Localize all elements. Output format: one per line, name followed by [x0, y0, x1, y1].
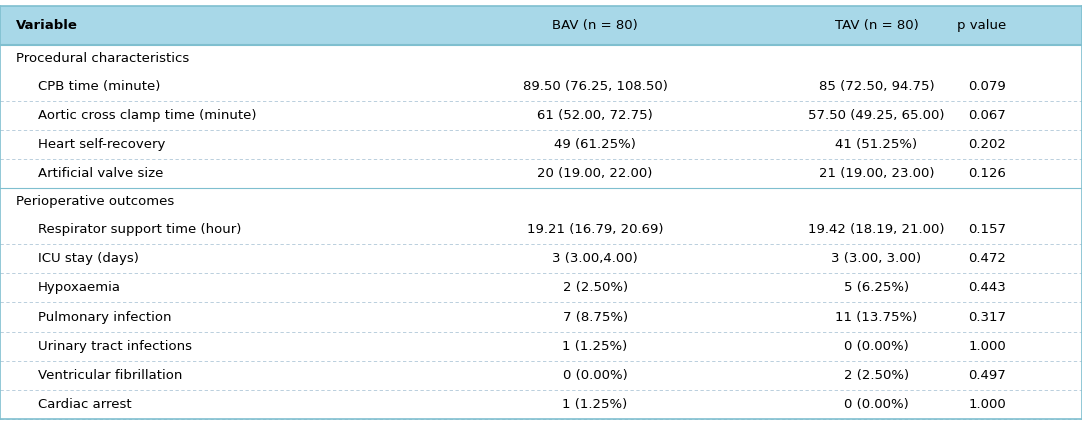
Text: Urinary tract infections: Urinary tract infections	[38, 340, 192, 353]
Text: Ventricular fibrillation: Ventricular fibrillation	[38, 369, 182, 382]
FancyBboxPatch shape	[0, 244, 1082, 273]
Text: Artificial valve size: Artificial valve size	[38, 167, 163, 180]
FancyBboxPatch shape	[0, 130, 1082, 159]
Text: Procedural characteristics: Procedural characteristics	[16, 52, 189, 65]
Text: ICU stay (days): ICU stay (days)	[38, 252, 138, 265]
FancyBboxPatch shape	[0, 188, 1082, 215]
FancyBboxPatch shape	[0, 159, 1082, 188]
Text: 0.067: 0.067	[968, 109, 1006, 122]
Text: 1.000: 1.000	[968, 398, 1006, 411]
Text: 3 (3.00, 3.00): 3 (3.00, 3.00)	[831, 252, 922, 265]
Text: Cardiac arrest: Cardiac arrest	[38, 398, 132, 411]
FancyBboxPatch shape	[0, 332, 1082, 361]
FancyBboxPatch shape	[0, 390, 1082, 419]
Text: BAV (n = 80): BAV (n = 80)	[552, 19, 638, 32]
Text: 0 (0.00%): 0 (0.00%)	[563, 369, 628, 382]
Text: 21 (19.00, 23.00): 21 (19.00, 23.00)	[819, 167, 934, 180]
Text: 0.126: 0.126	[968, 167, 1006, 180]
Text: 11 (13.75%): 11 (13.75%)	[835, 311, 918, 323]
FancyBboxPatch shape	[0, 302, 1082, 332]
FancyBboxPatch shape	[0, 215, 1082, 244]
Text: 0.443: 0.443	[968, 281, 1006, 294]
Text: 19.42 (18.19, 21.00): 19.42 (18.19, 21.00)	[808, 223, 945, 236]
FancyBboxPatch shape	[0, 6, 1082, 45]
Text: 0.472: 0.472	[968, 252, 1006, 265]
Text: Pulmonary infection: Pulmonary infection	[38, 311, 171, 323]
Text: 0.202: 0.202	[968, 138, 1006, 151]
Text: 2 (2.50%): 2 (2.50%)	[844, 369, 909, 382]
Text: 20 (19.00, 22.00): 20 (19.00, 22.00)	[538, 167, 652, 180]
Text: p value: p value	[956, 19, 1006, 32]
Text: 0.317: 0.317	[968, 311, 1006, 323]
Text: 89.50 (76.25, 108.50): 89.50 (76.25, 108.50)	[523, 80, 668, 93]
Text: 1 (1.25%): 1 (1.25%)	[563, 340, 628, 353]
Text: 85 (72.50, 94.75): 85 (72.50, 94.75)	[819, 80, 934, 93]
Text: Perioperative outcomes: Perioperative outcomes	[16, 195, 174, 208]
FancyBboxPatch shape	[0, 273, 1082, 302]
Text: 19.21 (16.79, 20.69): 19.21 (16.79, 20.69)	[527, 223, 663, 236]
Text: Aortic cross clamp time (minute): Aortic cross clamp time (minute)	[38, 109, 256, 122]
Text: 7 (8.75%): 7 (8.75%)	[563, 311, 628, 323]
Text: 5 (6.25%): 5 (6.25%)	[844, 281, 909, 294]
Text: 1.000: 1.000	[968, 340, 1006, 353]
Text: 0 (0.00%): 0 (0.00%)	[844, 398, 909, 411]
Text: Heart self-recovery: Heart self-recovery	[38, 138, 166, 151]
Text: CPB time (minute): CPB time (minute)	[38, 80, 160, 93]
FancyBboxPatch shape	[0, 45, 1082, 72]
Text: 57.50 (49.25, 65.00): 57.50 (49.25, 65.00)	[808, 109, 945, 122]
Text: 49 (61.25%): 49 (61.25%)	[554, 138, 636, 151]
Text: 0 (0.00%): 0 (0.00%)	[844, 340, 909, 353]
Text: Hypoxaemia: Hypoxaemia	[38, 281, 121, 294]
FancyBboxPatch shape	[0, 361, 1082, 390]
FancyBboxPatch shape	[0, 72, 1082, 101]
Text: TAV (n = 80): TAV (n = 80)	[834, 19, 919, 32]
Text: 0.157: 0.157	[968, 223, 1006, 236]
Text: 2 (2.50%): 2 (2.50%)	[563, 281, 628, 294]
Text: 3 (3.00,4.00): 3 (3.00,4.00)	[552, 252, 638, 265]
Text: 41 (51.25%): 41 (51.25%)	[835, 138, 918, 151]
Text: 0.079: 0.079	[968, 80, 1006, 93]
Text: 61 (52.00, 72.75): 61 (52.00, 72.75)	[538, 109, 652, 122]
FancyBboxPatch shape	[0, 101, 1082, 130]
Text: Variable: Variable	[16, 19, 78, 32]
Text: 1 (1.25%): 1 (1.25%)	[563, 398, 628, 411]
Text: Respirator support time (hour): Respirator support time (hour)	[38, 223, 241, 236]
Text: 0.497: 0.497	[968, 369, 1006, 382]
